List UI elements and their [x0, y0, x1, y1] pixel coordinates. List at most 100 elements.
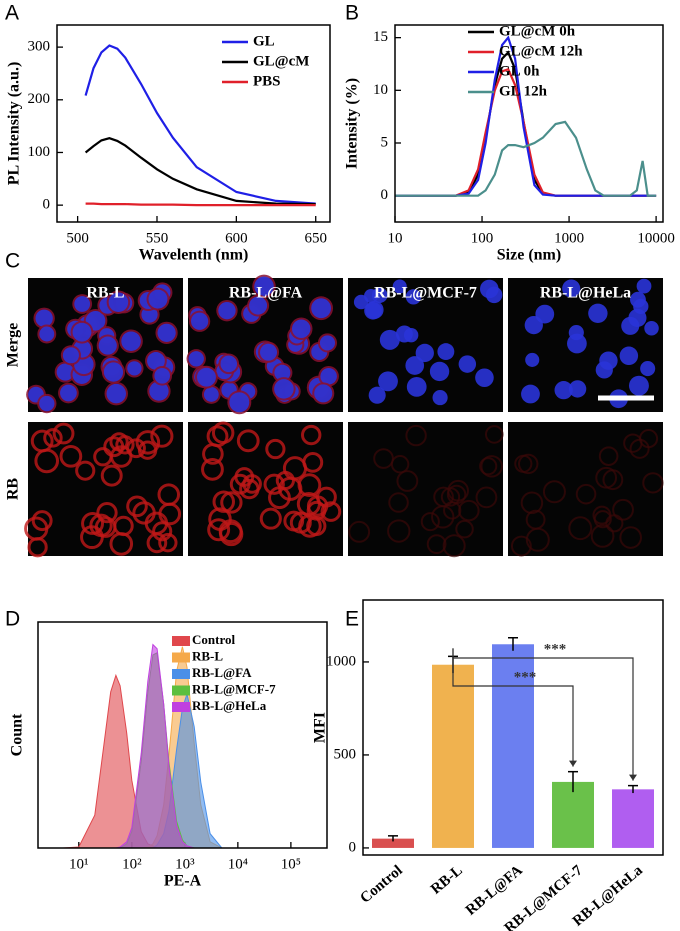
panel-label: D [5, 608, 20, 631]
cell-nucleus [595, 361, 613, 379]
cell-signal [137, 440, 158, 460]
cell-nucleus [127, 361, 142, 376]
cell-nucleus [636, 278, 652, 294]
x-tick-label: 10⁴ [228, 856, 248, 872]
cell-signal [135, 430, 161, 455]
cell-signal [602, 469, 624, 491]
cell-signal [302, 451, 324, 473]
legend-label: GL 0h [499, 63, 540, 79]
cell-signal [220, 491, 243, 514]
y-tick-label: 300 [28, 39, 51, 55]
cell-nucleus [521, 384, 540, 404]
legend-label: Control [192, 632, 235, 647]
x-tick-label: 650 [304, 230, 327, 246]
x-tick-label: 600 [225, 230, 248, 246]
y-axis-label: Intensity (%) [344, 78, 361, 169]
row-label: RB [5, 478, 22, 501]
cell-signal [103, 436, 125, 458]
legend-label: GL 12h [499, 83, 548, 99]
cell-signal [75, 460, 96, 481]
cell-nucleus [320, 367, 337, 385]
cell-signal [150, 424, 174, 448]
cell-nucleus [392, 279, 407, 294]
bar [612, 789, 654, 848]
cell-nucleus [291, 319, 311, 339]
x-tick-label: 1000 [554, 230, 584, 246]
cell-signal [396, 470, 419, 492]
cell-nucleus [633, 298, 649, 315]
cell-signal [158, 532, 178, 553]
cell-nucleus [437, 343, 455, 361]
y-tick-label: 0 [43, 197, 51, 213]
micrograph-background [348, 422, 503, 556]
cell-nucleus [229, 392, 250, 413]
cell-signal [612, 498, 634, 521]
plot-frame [394, 24, 664, 223]
bar [552, 781, 594, 848]
cell-nucleus [154, 367, 171, 384]
significance-label: *** [544, 641, 567, 657]
cell-signal [595, 466, 618, 489]
cell-nucleus [475, 368, 494, 388]
cell-signal [109, 532, 134, 556]
cell-nucleus [157, 323, 176, 342]
cell-nucleus [379, 329, 400, 350]
cell-signal [442, 534, 466, 558]
cell-signal [146, 532, 168, 554]
cell-signal [158, 502, 182, 526]
cell-nucleus [588, 303, 608, 324]
cell-nucleus [98, 336, 117, 355]
plot-frame [362, 599, 664, 856]
cell-signal [93, 447, 113, 467]
y-tick-label: 15 [373, 29, 388, 45]
cell-signal [619, 526, 642, 549]
cell-signal [388, 492, 409, 513]
cell-signal [219, 521, 244, 547]
cell-signal [52, 422, 75, 445]
cell-nucleus [62, 347, 79, 364]
y-tick-label: 500 [334, 746, 357, 762]
legend-label: GL@cM [253, 53, 309, 69]
x-tick-label: 10³ [175, 856, 195, 872]
cell-nucleus [218, 301, 236, 320]
cell-signal [480, 455, 503, 478]
cell-signal [525, 527, 550, 552]
legend-label: GL@cM 12h [499, 43, 583, 59]
cell-signal [475, 486, 498, 509]
bracket-arrow [629, 774, 637, 781]
column-label: RB-L@HeLa [540, 285, 631, 302]
cell-nucleus [554, 381, 573, 400]
micrograph-background [508, 422, 663, 556]
cell-signal [518, 453, 539, 475]
cell-nucleus [188, 351, 204, 367]
cell-nucleus [249, 296, 268, 315]
cell-signal [348, 520, 371, 543]
x-tick-label: 10 [388, 230, 403, 246]
panel-label: B [345, 2, 359, 25]
cell-signal [520, 491, 544, 515]
cell-signal [289, 511, 312, 534]
x-tick-label: 10⁵ [281, 856, 301, 872]
legend-swatch [172, 669, 190, 679]
cell-signal [268, 486, 291, 510]
cell-signal [30, 429, 54, 453]
cell-signal [242, 474, 262, 494]
panel-label: C [5, 250, 20, 273]
cell-nucleus [203, 387, 219, 402]
legend-label: RB-L [192, 648, 223, 663]
cell-signal [236, 429, 260, 453]
y-tick-label: 10 [373, 82, 388, 98]
legend-label: RB-L@MCF-7 [192, 681, 276, 696]
data-line [395, 120, 657, 197]
cell-nucleus [568, 325, 584, 341]
panel-label: E [345, 608, 359, 631]
cell-signal [207, 518, 231, 542]
cell-signal [100, 464, 123, 487]
x-axis-label: Wavelenth (nm) [139, 247, 249, 264]
cell-signal [642, 472, 664, 494]
cell-nucleus [72, 322, 92, 342]
legend-label: RB-L@FA [192, 665, 252, 680]
bracket-arrow [569, 760, 577, 767]
bar [372, 838, 414, 848]
legend-swatch [172, 702, 190, 712]
